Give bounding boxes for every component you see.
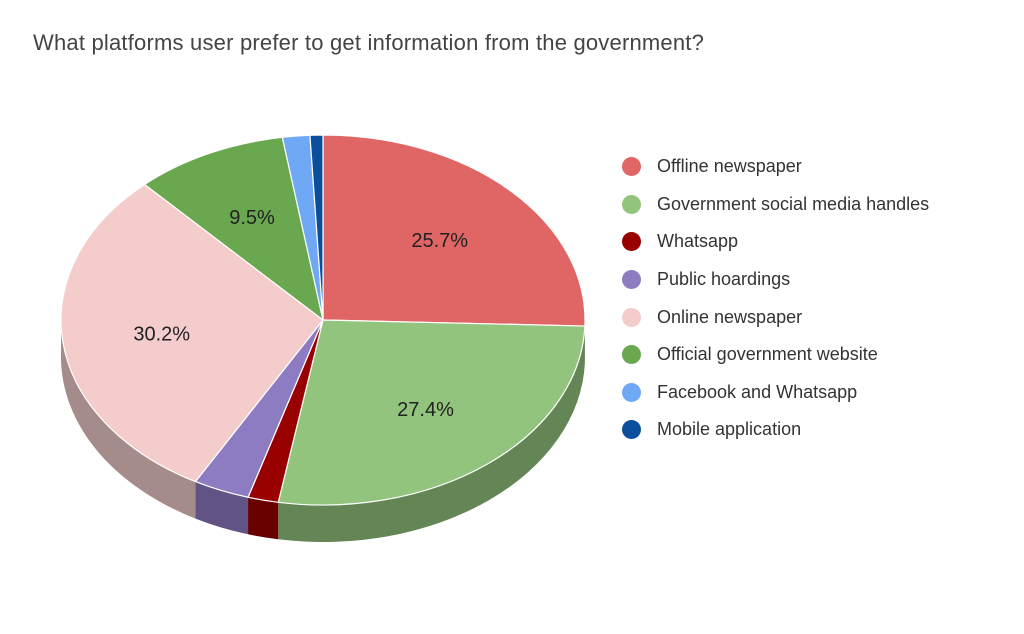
legend-label: Online newspaper	[657, 306, 803, 327]
legend-label: Mobile application	[657, 419, 802, 440]
legend-item-government-social-media-handles: Government social media handles	[622, 186, 929, 224]
pie-slices	[60, 134, 586, 506]
pie-slice-government-social-media-handles	[277, 319, 586, 506]
pie-side-government-social-media-handles	[278, 326, 585, 542]
legend-item-public-hoardings: Public hoardings	[622, 261, 929, 299]
legend-swatch	[622, 420, 641, 440]
pie-slice-online-newspaper	[60, 183, 324, 483]
legend-swatch	[622, 345, 641, 365]
legend-swatch	[622, 232, 641, 252]
pie-slice-offline-newspaper	[322, 134, 586, 327]
legend-label: Official government website	[657, 344, 878, 365]
pie-data-label-online-newspaper: 30.2%	[133, 324, 190, 346]
pie-slice-official-government-website	[144, 136, 324, 321]
pie-data-label-offline-newspaper: 25.7%	[411, 230, 468, 252]
legend-label: Public hoardings	[657, 269, 791, 290]
pie-data-label-official-government-website: 9.5%	[229, 207, 275, 229]
legend-label: Offline newspaper	[657, 156, 802, 177]
legend-swatch	[622, 382, 641, 402]
pie-data-labels: 25.7% 27.4% 30.2% 9.5%	[133, 207, 468, 421]
legend-swatch	[622, 194, 641, 214]
pie-side-online-newspaper	[61, 320, 196, 519]
legend-label: Facebook and Whatsapp	[657, 381, 858, 402]
pie-side-whatsapp	[248, 497, 279, 540]
legend-swatch	[622, 157, 641, 177]
legend-label: Whatsapp	[657, 231, 739, 252]
legend-item-facebook-and-whatsapp: Facebook and Whatsapp	[622, 374, 929, 412]
legend-label: Government social media handles	[657, 193, 930, 214]
legend-item-whatsapp: Whatsapp	[622, 223, 929, 261]
legend-item-mobile-application: Mobile application	[622, 411, 929, 449]
pie-data-label-government-social-media-handles: 27.4%	[397, 399, 454, 421]
chart-title: What platforms user prefer to get inform…	[33, 30, 705, 55]
legend: Offline newspaper Government social media…	[622, 148, 929, 449]
legend-item-official-government-website: Official government website	[622, 336, 929, 374]
legend-item-offline-newspaper: Offline newspaper	[622, 148, 929, 186]
legend-swatch	[622, 307, 641, 327]
pie-slice-mobile-application	[309, 134, 324, 321]
legend-item-online-newspaper: Online newspaper	[622, 298, 929, 336]
legend-swatch	[622, 270, 641, 290]
